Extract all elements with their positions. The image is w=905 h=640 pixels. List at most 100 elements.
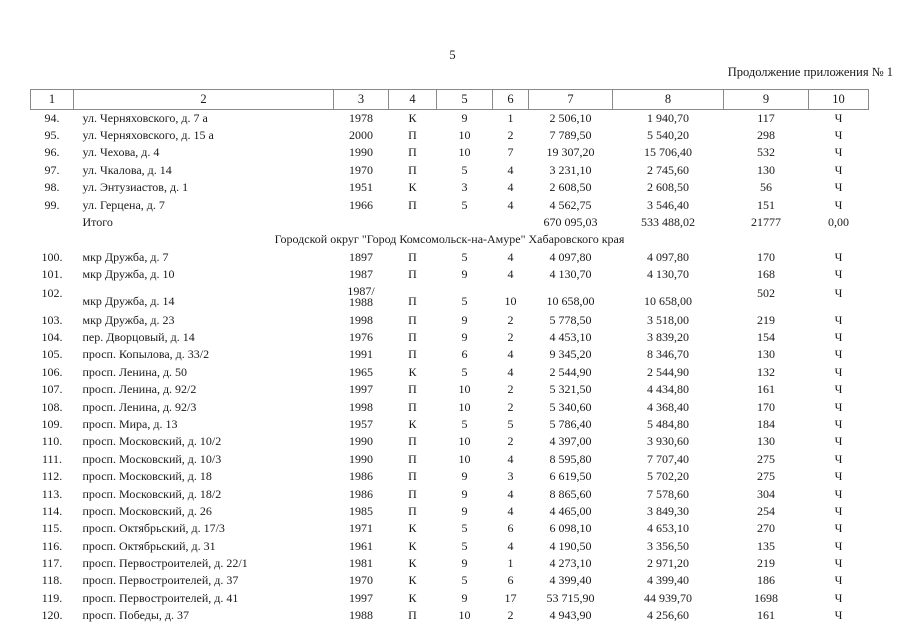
cell-row-number: 97. [44, 162, 60, 177]
cell-col5: 10 [458, 451, 471, 466]
cell-year: 1987 [349, 267, 373, 282]
table-row: 94. ул. Черняховского, д. 7 а 1978 К 9 1 2 506… [31, 110, 869, 127]
table-row: 113. просп. Московский, д. 18/2 1986 П 9 4 8 8… [31, 485, 869, 502]
cell-count: 304 [757, 486, 775, 501]
cell-area-living: 3 839,20 [647, 329, 689, 344]
cell-area-total: 4 397,00 [549, 434, 592, 449]
cell-row-number: 113. [41, 486, 63, 501]
cell-area-total: 2 544,90 [549, 364, 592, 379]
cell-address: ул. Чкалова, д. 14 [82, 162, 172, 177]
cell-area-living: 15 706,40 [644, 145, 692, 160]
cell-area-total: 5 340,60 [549, 399, 592, 414]
cell-mark: Ч [834, 162, 843, 177]
cell-count: 1698 [754, 590, 778, 605]
cell-address: просп. Копылова, д. 33/2 [82, 347, 210, 362]
cell-letter: П [408, 145, 417, 160]
cell-year: 1997 [349, 590, 373, 605]
cell-count: 151 [757, 197, 775, 212]
cell-col5: 9 [461, 556, 468, 571]
cell-row-number: 98. [44, 180, 60, 195]
cell-col5: 9 [461, 469, 468, 484]
cell-mark: Ч [834, 382, 843, 397]
cell-col5: 9 [461, 110, 468, 125]
cell-year: 1990 [349, 145, 373, 160]
cell-row-number: 104. [41, 329, 63, 344]
cell-count: 117 [757, 110, 775, 125]
cell-year: 1961 [349, 538, 373, 553]
cell-year: 1991 [349, 347, 373, 362]
cell-area-living: 44 939,70 [644, 590, 692, 605]
cell-count: 130 [757, 162, 775, 177]
cell-area-total: 4 399,40 [549, 573, 592, 588]
cell-mark: Ч [834, 197, 843, 212]
table-row: 118. просп. Первостроителей, д. 37 1970 К 5 6… [31, 572, 869, 589]
table-row: 109. просп. Мира, д. 13 1957 К 5 5 5 786,40 5 4… [31, 416, 869, 433]
cell-area-total: 4 943,90 [549, 608, 592, 623]
cell-year: 1986 [349, 469, 373, 484]
cell-letter: П [408, 503, 417, 518]
cell-letter: П [408, 608, 417, 623]
cell-year: 1997 [349, 382, 373, 397]
cell-address: просп. Московский, д. 26 [82, 503, 212, 518]
cell-col5: 10 [458, 145, 471, 160]
cell-area-living: 3 518,00 [647, 312, 689, 327]
cell-col6: 5 [507, 416, 514, 431]
cell-year: 1966 [349, 197, 373, 212]
cell-area-living: 5 702,20 [647, 469, 689, 484]
cell-row-number: 117. [41, 556, 63, 571]
cell-letter: П [408, 486, 417, 501]
cell-col6: 4 [507, 162, 514, 177]
cell-row-number: 103. [41, 312, 63, 327]
cell-col6: 10 [504, 294, 517, 309]
cell-mark: Ч [834, 556, 843, 571]
cell-row-number: 102. [41, 286, 63, 301]
cell-row-number: 110. [41, 434, 63, 449]
column-header: 8 [612, 89, 724, 110]
cell-col6: 4 [507, 364, 514, 379]
cell-area-total: 5 321,50 [549, 382, 592, 397]
cell-count: 275 [757, 451, 775, 466]
cell-year: 1957 [349, 416, 373, 431]
table-row: 100. мкр Дружба, д. 7 1897 П 5 4 4 097,80 4 097… [31, 249, 869, 266]
column-header: 4 [388, 89, 437, 110]
cell-count: 184 [757, 416, 775, 431]
cell-mark: Ч [834, 416, 843, 431]
cell-letter: П [408, 312, 417, 327]
cell-row-number: 114. [41, 503, 63, 518]
cell-year: 1970 [349, 162, 373, 177]
cell-col5 [437, 214, 493, 231]
cell-count: 270 [757, 521, 775, 536]
cell-row-number: 108. [41, 399, 63, 414]
cell-area-total: 4 562,75 [549, 197, 592, 212]
cell-row-number: 105. [41, 347, 63, 362]
cell-row-number: 94. [44, 110, 60, 125]
cell-col6 [493, 214, 529, 231]
column-header: 9 [723, 89, 809, 110]
cell-mark: Ч [834, 329, 843, 344]
cell-col6: 3 [507, 469, 514, 484]
cell-col6: 4 [507, 197, 514, 212]
cell-col5: 10 [458, 399, 471, 414]
cell-address: просп. Первостроителей, д. 41 [82, 590, 239, 605]
cell-count: 168 [757, 267, 775, 282]
table-row: 114. просп. Московский, д. 26 1985 П 9 4 4 465… [31, 503, 869, 520]
cell-col6: 4 [507, 451, 514, 466]
cell-area-living: 533 488,02 [641, 215, 695, 230]
column-header: 5 [436, 89, 493, 110]
cell-col6: 2 [507, 329, 514, 344]
cell-mark: Ч [834, 180, 843, 195]
table-row: 111. просп. Московский, д. 10/3 1990 П 10 4 8 … [31, 451, 869, 468]
cell-area-total: 670 095,03 [543, 215, 598, 230]
cell-address: просп. Первостроителей, д. 22/1 [82, 556, 248, 571]
cell-col5: 5 [461, 249, 468, 264]
cell-area-living: 4 368,40 [647, 399, 689, 414]
cell-address: ул. Энтузиастов, д. 1 [82, 180, 189, 195]
table-row: 110. просп. Московский, д. 10/2 1990 П 10 2 4 … [31, 433, 869, 450]
cell-letter: П [408, 128, 417, 143]
cell-address: пер. Дворцовый, д. 14 [82, 329, 195, 344]
cell-area-total: 4 130,70 [549, 267, 592, 282]
cell-area-total: 6 619,50 [549, 469, 592, 484]
cell-area-living: 5 484,80 [647, 416, 689, 431]
cell-count: 254 [757, 503, 775, 518]
cell-count: 275 [757, 469, 775, 484]
